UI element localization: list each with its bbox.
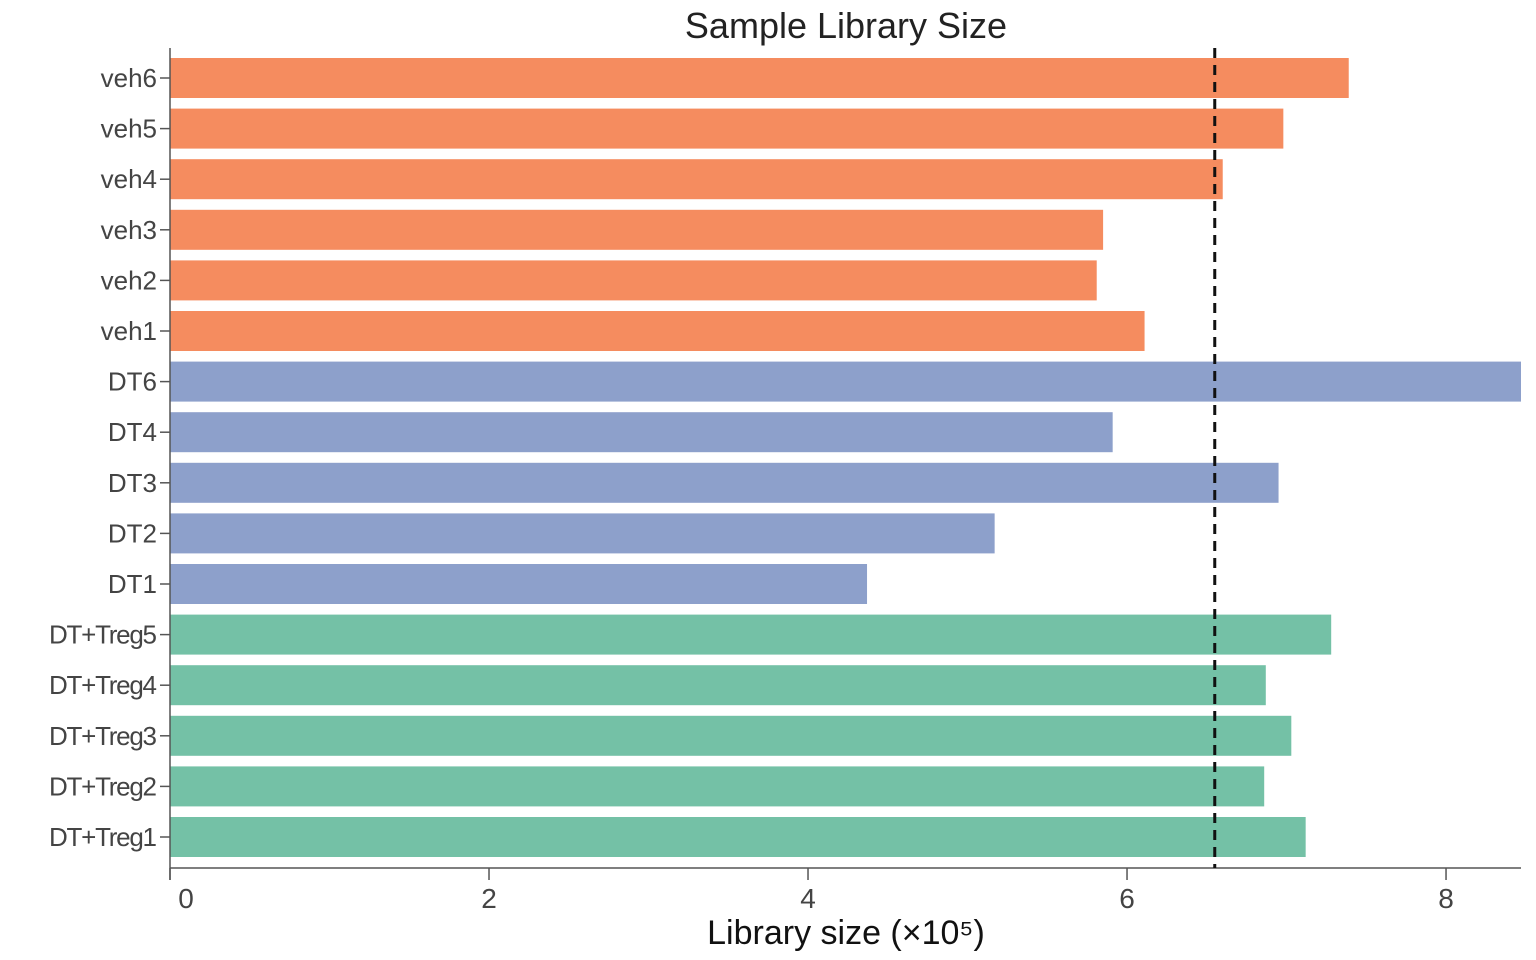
x-tick-label: 6 (1119, 883, 1135, 914)
y-tick-label: veh3 (101, 215, 157, 245)
bar-veh3 (170, 209, 1104, 250)
y-axis: veh6 veh5 veh4 veh3 veh2 veh1 DT6 DT4 DT3 DT2 DT1 D… (49, 48, 171, 880)
x-tick-label: 4 (800, 883, 816, 914)
y-tick-label: veh5 (101, 114, 157, 144)
y-tick-label: DT4 (108, 417, 157, 447)
bars-group (170, 58, 1521, 857)
y-tick-label: DT+Treg3 (49, 721, 157, 751)
bar-DT+Treg2 (170, 766, 1265, 807)
bar-DT2 (170, 513, 995, 554)
y-tick-label: DT2 (108, 518, 157, 548)
bar-DT1 (170, 564, 868, 604)
y-tick-label: DT+Treg2 (49, 771, 157, 801)
chart-title: Sample Library Size (685, 5, 1007, 46)
x-tick-label: 0 (178, 883, 194, 914)
y-tick-label: veh6 (101, 63, 157, 93)
bar-DT+Treg5 (170, 614, 1332, 655)
y-tick-label: DT+Treg4 (49, 670, 157, 700)
y-tick-label: veh1 (101, 316, 157, 346)
bar-DT+Treg3 (170, 715, 1292, 756)
bar-DT+Treg1 (170, 817, 1306, 857)
y-tick-label: DT+Treg5 (49, 620, 157, 650)
bar-DT4 (170, 412, 1113, 453)
bar-veh6 (170, 58, 1349, 98)
bar-DT6 (170, 361, 1521, 402)
x-axis: 0 2 4 6 8 (169, 867, 1521, 914)
y-tick-label: veh2 (101, 265, 157, 295)
y-tick-label: DT1 (108, 569, 157, 599)
x-tick-label: 2 (481, 883, 497, 914)
y-tick-label: DT3 (108, 468, 157, 498)
y-tick-label: veh4 (101, 164, 157, 194)
bar-veh5 (170, 108, 1284, 149)
bar-veh2 (170, 260, 1097, 301)
x-axis-label: Library size (×10⁵) (707, 914, 985, 952)
bar-DT+Treg4 (170, 665, 1266, 706)
bar-veh1 (170, 311, 1145, 351)
bar-veh4 (170, 159, 1223, 200)
bar-DT3 (170, 462, 1279, 503)
x-tick-label: 8 (1438, 883, 1454, 914)
y-tick-label: DT+Treg1 (49, 822, 157, 852)
y-tick-label: DT6 (108, 367, 157, 397)
